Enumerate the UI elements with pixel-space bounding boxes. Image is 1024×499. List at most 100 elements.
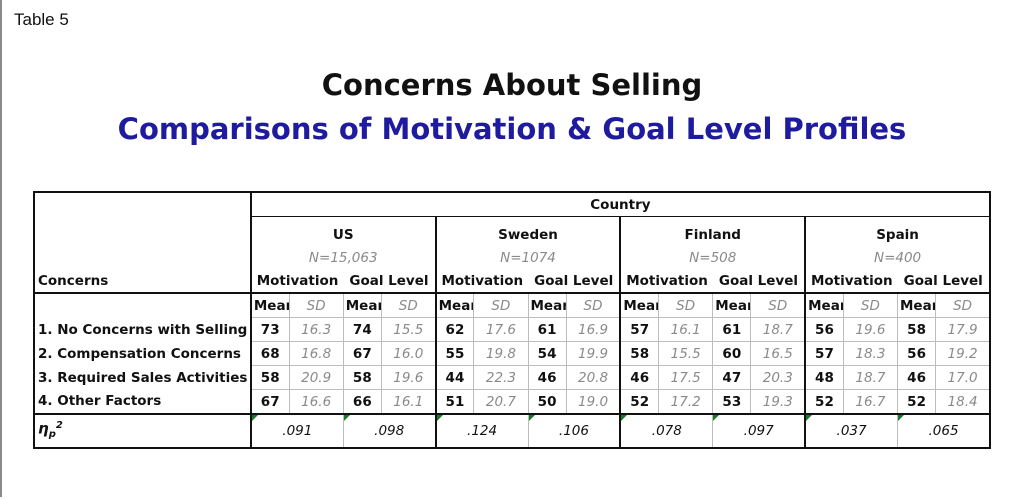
country-header-spain: Spain bbox=[876, 226, 919, 243]
sd-cell: 19.8 bbox=[473, 341, 529, 366]
sd-header: SD bbox=[658, 292, 714, 318]
sample-size-us: N=15,063 bbox=[250, 246, 437, 269]
row-label: 4. Other Factors bbox=[34, 389, 252, 414]
eta-value-cell: .106 bbox=[527, 413, 622, 449]
sd-cell: 18.4 bbox=[935, 389, 991, 415]
cell-marker-icon bbox=[713, 416, 720, 421]
sd-header: SD bbox=[473, 292, 529, 318]
eta-value: .106 bbox=[558, 423, 589, 439]
sd-cell: 19.0 bbox=[565, 389, 622, 415]
mean-cell: 67 bbox=[342, 341, 382, 366]
sd-cell: 15.5 bbox=[380, 317, 437, 342]
mean-cell: 57 bbox=[619, 317, 660, 342]
mean-cell: 73 bbox=[250, 317, 290, 342]
sd-cell: 22.3 bbox=[473, 365, 529, 390]
sd-header: SD bbox=[565, 292, 622, 318]
mean-cell: 51 bbox=[435, 389, 475, 415]
sd-cell: 16.1 bbox=[380, 389, 437, 415]
mean-header: Mean bbox=[804, 292, 844, 318]
sample-size-finland: N=508 bbox=[620, 246, 807, 269]
sd-cell: 20.8 bbox=[565, 365, 622, 390]
table-row: 3. Required Sales Activities 58 20.9 58 19.6… bbox=[34, 365, 991, 390]
sd-cell: 19.6 bbox=[380, 365, 437, 390]
mean-cell: 58 bbox=[619, 341, 660, 366]
table-row: 4. Other Factors 67 16.6 66 16.1 51 20.7 50 19.0… bbox=[34, 389, 991, 415]
measure-header-finland-motivation: Motivation bbox=[620, 269, 713, 294]
page-subtitle: Comparisons of Motivation & Goal Level P… bbox=[117, 112, 907, 146]
mean-cell: 54 bbox=[527, 341, 567, 366]
measure-header-sweden-goal-level: Goal Level bbox=[528, 269, 622, 294]
mean-cell: 47 bbox=[712, 365, 752, 390]
sd-cell: 18.7 bbox=[842, 365, 899, 390]
mean-cell: 53 bbox=[712, 389, 752, 415]
row-label: 2. Compensation Concerns bbox=[34, 341, 252, 366]
eta-superscript: 2 bbox=[55, 420, 63, 432]
mean-cell: 58 bbox=[250, 365, 290, 390]
country-header-us: US bbox=[250, 216, 437, 246]
sd-header: SD bbox=[750, 292, 807, 318]
mean-cell: 61 bbox=[527, 317, 567, 342]
table-row: 1. No Concerns with Selling 73 16.3 74 15.5 6… bbox=[34, 317, 991, 342]
eta-value-cell: .037 bbox=[804, 413, 899, 449]
mean-cell: 74 bbox=[342, 317, 382, 342]
eta-value-cell: .091 bbox=[250, 413, 344, 449]
mean-cell: 52 bbox=[896, 389, 937, 415]
eta-subscript: p bbox=[48, 429, 56, 441]
mean-header: Mean bbox=[527, 292, 567, 318]
eta-value: .078 bbox=[651, 423, 682, 439]
country-group-header: Country bbox=[250, 192, 990, 217]
eta-value: .065 bbox=[928, 423, 959, 439]
mean-cell: 60 bbox=[712, 341, 752, 366]
measure-header-sweden-motivation: Motivation bbox=[435, 269, 528, 294]
page-title: Concerns About Selling bbox=[321, 68, 703, 102]
mean-header: Mean bbox=[435, 292, 475, 318]
measure-header-finland-goal-level: Goal Level bbox=[712, 269, 807, 294]
sample-size-spain: N=400 bbox=[873, 249, 922, 266]
eta-value: .124 bbox=[467, 423, 498, 439]
sd-cell: 16.9 bbox=[565, 317, 622, 342]
mean-cell: 57 bbox=[804, 341, 844, 366]
eta-value-cell: .097 bbox=[712, 413, 807, 449]
sd-cell: 16.5 bbox=[750, 341, 807, 366]
sd-cell: 18.3 bbox=[842, 341, 899, 366]
eta-symbol: η bbox=[38, 419, 49, 438]
eta-value-cell: .124 bbox=[435, 413, 529, 449]
mean-cell: 52 bbox=[619, 389, 660, 415]
mean-cell: 58 bbox=[342, 365, 382, 390]
sd-cell: 16.8 bbox=[288, 341, 344, 366]
sd-cell: 18.7 bbox=[750, 317, 807, 342]
mean-cell: 46 bbox=[896, 365, 937, 390]
mean-cell: 44 bbox=[435, 365, 475, 390]
mean-cell: 66 bbox=[342, 389, 382, 415]
sd-cell: 19.2 bbox=[935, 341, 991, 366]
mean-cell: 52 bbox=[804, 389, 844, 415]
cell-marker-icon bbox=[344, 416, 350, 421]
mean-cell: 58 bbox=[896, 317, 937, 342]
mean-cell: 46 bbox=[527, 365, 567, 390]
sd-header: SD bbox=[842, 292, 899, 318]
mean-cell: 56 bbox=[804, 317, 844, 342]
table-row: 2. Compensation Concerns 68 16.8 67 16.0 55 19… bbox=[34, 341, 991, 366]
sd-cell: 20.7 bbox=[473, 389, 529, 415]
mean-cell: 48 bbox=[804, 365, 844, 390]
sd-cell: 17.2 bbox=[658, 389, 714, 415]
mean-header: Mean bbox=[342, 292, 382, 318]
stat-row-label-cell bbox=[34, 293, 252, 318]
mean-cell: 62 bbox=[435, 317, 475, 342]
sd-cell: 15.5 bbox=[658, 341, 714, 366]
sd-cell: 16.3 bbox=[288, 317, 344, 342]
sd-cell: 20.9 bbox=[288, 365, 344, 390]
cell-marker-icon bbox=[898, 416, 904, 421]
country-header-sweden: Sweden bbox=[435, 216, 622, 246]
mean-cell: 55 bbox=[435, 341, 475, 366]
cell-marker-icon bbox=[251, 416, 258, 421]
concerns-column-header: Concerns bbox=[34, 192, 252, 294]
mean-header: Mean bbox=[896, 292, 937, 318]
results-table: Concerns Country US Sweden Finland Spain… bbox=[33, 191, 991, 449]
mean-cell: 68 bbox=[250, 341, 290, 366]
sd-cell: 17.5 bbox=[658, 365, 714, 390]
measure-header-spain-goal-level: Goal Level bbox=[897, 269, 990, 294]
measure-header-spain-motivation: Motivation bbox=[805, 269, 898, 294]
eta-value: .037 bbox=[836, 423, 867, 439]
